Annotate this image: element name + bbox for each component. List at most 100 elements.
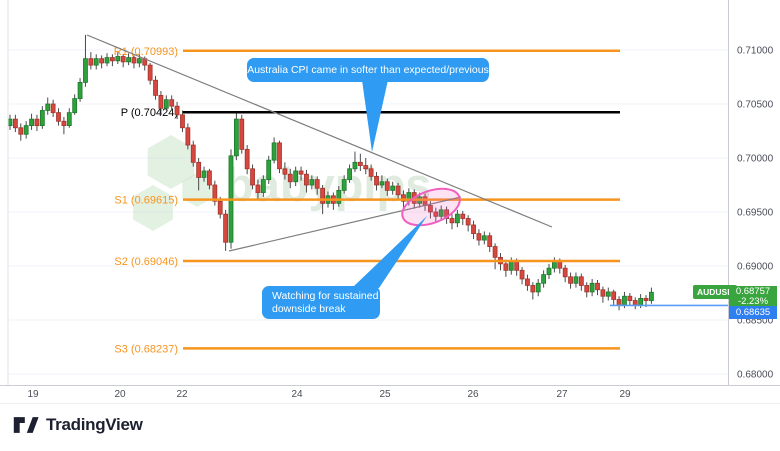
candle[interactable] (271, 137, 277, 164)
candle[interactable] (244, 145, 250, 175)
candle[interactable] (304, 169, 309, 193)
candle[interactable] (169, 95, 175, 111)
candle[interactable] (23, 121, 29, 139)
candle[interactable] (578, 273, 584, 291)
candle[interactable] (584, 282, 590, 298)
candle[interactable] (266, 155, 272, 184)
candle[interactable] (88, 52, 94, 70)
candle[interactable] (190, 140, 196, 167)
candle[interactable] (314, 176, 320, 195)
candle[interactable] (347, 164, 352, 183)
candle[interactable] (530, 282, 536, 300)
callout-australia-cpi[interactable]: Australia CPI came in softer than expect… (247, 58, 489, 82)
candle[interactable] (541, 270, 547, 288)
trendlines[interactable] (86, 34, 553, 252)
candle[interactable] (519, 267, 525, 285)
candle[interactable] (444, 206, 449, 224)
candle[interactable] (239, 114, 245, 154)
candle[interactable] (158, 91, 164, 115)
candle[interactable] (573, 272, 579, 288)
highlight-ellipse[interactable] (397, 182, 464, 233)
candle[interactable] (50, 99, 56, 117)
candle[interactable] (34, 114, 40, 131)
candle[interactable] (589, 278, 595, 297)
pivot-level-lines[interactable] (183, 49, 620, 350)
candle[interactable] (379, 175, 385, 189)
candle[interactable] (287, 168, 293, 189)
candle[interactable] (433, 207, 439, 223)
candle[interactable] (395, 182, 401, 201)
candle[interactable] (260, 175, 266, 197)
candle[interactable] (233, 112, 239, 161)
price-axis[interactable]: 0.71000 0.70500 0.70000 0.69500 0.69000 0.685… (737, 46, 774, 381)
candle[interactable] (56, 108, 61, 126)
candle[interactable] (546, 263, 552, 279)
candle[interactable] (454, 209, 460, 228)
callout-downside-break[interactable]: Watching for sustained downside break (262, 286, 380, 319)
candle[interactable] (110, 54, 115, 67)
candle[interactable] (438, 205, 444, 221)
candle[interactable] (363, 158, 369, 175)
time-axis[interactable]: 19 20 22 24 25 26 27 29 (27, 389, 631, 400)
candle[interactable] (465, 215, 471, 232)
candle[interactable] (18, 123, 24, 141)
candle[interactable] (595, 280, 600, 296)
candle[interactable] (104, 53, 110, 67)
candle[interactable] (250, 164, 255, 190)
candle[interactable] (93, 54, 99, 70)
candle[interactable] (649, 287, 654, 304)
candle[interactable] (525, 274, 530, 291)
candle[interactable] (83, 34, 88, 87)
candle[interactable] (616, 296, 622, 311)
candle[interactable] (131, 55, 137, 69)
candle[interactable] (212, 180, 218, 206)
candle[interactable] (551, 257, 557, 273)
candle[interactable] (12, 114, 18, 133)
candle[interactable] (99, 55, 105, 69)
candle[interactable] (185, 123, 191, 150)
candle[interactable] (605, 287, 611, 301)
candle[interactable] (627, 293, 633, 306)
candle[interactable] (357, 153, 363, 171)
candle[interactable] (352, 151, 358, 173)
candle[interactable] (368, 164, 374, 181)
candle[interactable] (147, 62, 153, 85)
trendline-descending-resistance[interactable] (86, 34, 553, 228)
candle[interactable] (503, 259, 509, 277)
candle[interactable] (632, 297, 638, 310)
candle[interactable] (153, 75, 158, 100)
chart-canvas[interactable]: babypips R1 (0.70993)P (0.70424)S1 (0.69… (0, 0, 780, 405)
candle[interactable] (196, 158, 202, 191)
candle[interactable] (180, 110, 185, 133)
tradingview-branding[interactable]: TradingView (13, 414, 143, 436)
candle[interactable] (223, 209, 229, 251)
candle[interactable] (562, 264, 568, 283)
candle[interactable] (471, 220, 476, 239)
candle[interactable] (201, 166, 207, 182)
candle[interactable] (293, 166, 299, 187)
candle[interactable] (384, 178, 390, 196)
candle[interactable] (126, 53, 131, 66)
candle[interactable] (66, 108, 72, 128)
candle[interactable] (45, 97, 51, 115)
candle[interactable] (207, 168, 212, 190)
candle[interactable] (7, 114, 13, 130)
candle[interactable] (77, 78, 83, 102)
candle[interactable] (336, 186, 342, 207)
candle[interactable] (611, 289, 617, 306)
candle[interactable] (120, 54, 126, 68)
candle[interactable] (39, 106, 45, 129)
candle[interactable] (309, 175, 315, 190)
candle[interactable] (374, 172, 379, 191)
candle[interactable] (481, 231, 487, 245)
candle[interactable] (115, 52, 121, 65)
candle[interactable] (277, 140, 282, 174)
candle[interactable] (390, 181, 396, 195)
candle[interactable] (174, 101, 180, 120)
candle[interactable] (29, 113, 34, 130)
candle[interactable] (476, 229, 482, 246)
candle[interactable] (492, 243, 498, 270)
candle[interactable] (341, 175, 347, 194)
candle[interactable] (255, 179, 261, 200)
candle[interactable] (600, 286, 606, 303)
